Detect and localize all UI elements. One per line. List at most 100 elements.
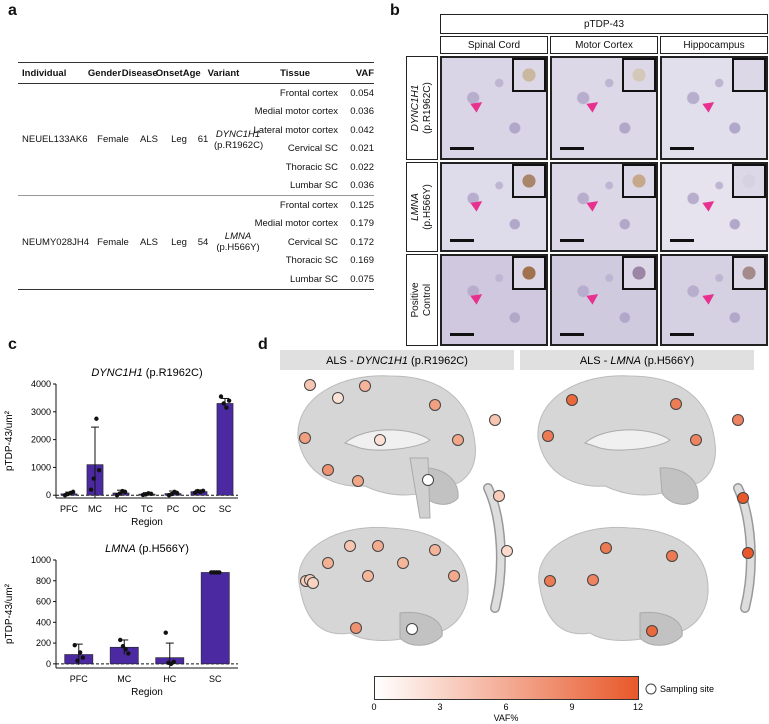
x-tick-label: MC: [88, 504, 102, 514]
cell-age: 61: [197, 134, 209, 145]
data-point: [226, 398, 232, 403]
sampling-site: [646, 625, 658, 637]
colorbar-tick: 9: [569, 702, 574, 712]
table-row: Frontal cortex 0.125: [228, 196, 374, 215]
sampling-site: [732, 414, 744, 426]
table-row: Thoracic SC 0.169: [228, 252, 374, 271]
cell-individual: NEUEL133AK6: [22, 134, 88, 145]
sampling-site: [344, 540, 356, 552]
y-tick-label: 600: [36, 597, 51, 607]
sampling-site: [600, 542, 612, 554]
variant-gene: DYNC1H1: [215, 128, 261, 140]
table-group: NEUMY028JH4 Female ALS Leg 54 LMNA (p.H566Y) Fr…: [18, 195, 374, 289]
arrowhead-icon: ▶: [468, 94, 487, 114]
micrograph-inset: [512, 256, 546, 290]
colorbar-label: VAF%: [494, 713, 519, 723]
arrowhead-icon: ▶: [584, 193, 603, 213]
x-tick-label: SC: [219, 504, 232, 514]
data-point: [77, 650, 83, 655]
x-axis-label: Region: [131, 517, 163, 528]
scale-bar: [450, 333, 474, 336]
cell-vaf: 0.075: [350, 273, 374, 285]
table-row: Medial motor cortex 0.036: [228, 103, 374, 122]
data-point: [126, 651, 131, 656]
panel-label-b: b: [390, 2, 400, 19]
cell-tissue: Thoracic SC: [285, 161, 338, 173]
panel-label-a: a: [8, 2, 17, 19]
col-vaf: VAF: [355, 67, 374, 79]
micrograph: ▶: [440, 56, 548, 160]
sampling-site: [406, 623, 418, 635]
micro-title: pTDP-43: [440, 14, 768, 34]
left-spine-1: [483, 483, 506, 613]
cell-tissue: Frontal cortex: [279, 199, 338, 211]
sampling-site: [422, 474, 434, 486]
micro-row-lmna: LMNA (p.H566Y): [406, 162, 438, 252]
cell-vaf: 0.036: [350, 106, 374, 118]
arrowhead-icon: ▶: [468, 286, 487, 306]
cell-gender: Female: [97, 236, 129, 248]
micrograph-inset: [512, 164, 546, 198]
cell-vaf: 0.022: [350, 161, 374, 173]
sampling-site: [489, 414, 501, 426]
bar: [216, 403, 234, 496]
y-tick-label: 3000: [31, 407, 51, 417]
table-row: Medial motor cortex 0.179: [228, 215, 374, 234]
row-gene-lmna: LMNA: [410, 193, 421, 221]
col-individual: Individual: [22, 67, 67, 79]
scale-bar: [670, 333, 694, 336]
cell-disease: ALS: [140, 134, 158, 145]
data-point: [88, 487, 94, 492]
cell-vaf: 0.036: [350, 180, 374, 192]
sampling-site-legend: Sampling site: [645, 683, 714, 695]
cell-vaf: 0.021: [350, 143, 374, 155]
sampling-site: [397, 557, 409, 569]
data-point: [120, 643, 126, 649]
vaf-colorbar: [374, 676, 639, 700]
chart-title: DYNC1H1 (p.R1962C): [91, 367, 202, 379]
arrowhead-icon: ▶: [700, 94, 719, 114]
table-row: Lateral motor cortex 0.042: [228, 121, 374, 140]
micro-col-motor: Motor Cortex: [550, 36, 658, 54]
cell-tissue: Medial motor cortex: [254, 218, 338, 230]
x-tick-label: PFC: [60, 504, 79, 514]
right-brain-title: ALS - LMNA (p.H566Y): [580, 355, 694, 367]
cell-vaf: 0.042: [350, 124, 374, 136]
cell-variant: DYNC1H1 (p.R1962C): [214, 128, 263, 151]
micrograph: ▶: [550, 162, 658, 252]
micrograph: ▶: [440, 162, 548, 252]
row-gene-dync: DYNC1H1: [410, 84, 421, 132]
row-protein-dync: (p.R1962C): [422, 82, 433, 134]
sampling-site: [362, 570, 374, 582]
micrograph-inset: [622, 58, 656, 92]
cell-disease: ALS: [140, 236, 158, 248]
x-tick-label: TC: [141, 504, 153, 514]
cell-tissue: Cervical SC: [287, 143, 338, 155]
cell-vaf: 0.169: [350, 255, 374, 267]
sampling-site: [374, 434, 386, 446]
col-gender: Gender: [87, 67, 122, 79]
cell-vaf: 0.125: [350, 199, 374, 211]
micrograph-inset: [622, 164, 656, 198]
data-point: [75, 658, 80, 663]
data-point: [174, 490, 180, 496]
data-point: [217, 570, 222, 575]
cell-vaf: 0.054: [350, 87, 374, 99]
data-point: [171, 659, 177, 664]
scale-bar: [560, 239, 584, 242]
variant-protein: (p.H566Y): [216, 242, 260, 254]
x-tick-label: MC: [117, 674, 131, 684]
sampling-site-legend-label: Sampling site: [660, 684, 714, 694]
data-point: [118, 637, 123, 643]
data-point: [221, 401, 226, 406]
micrograph: ▶: [660, 254, 768, 346]
y-tick-label: 2000: [31, 435, 51, 445]
x-tick-label: SC: [209, 674, 222, 684]
arrowhead-icon: ▶: [468, 193, 487, 213]
micrograph-inset: [732, 256, 766, 290]
sampling-site-legend-icon: [645, 683, 657, 695]
sampling-site: [322, 464, 334, 476]
data-point: [148, 491, 154, 497]
sampling-site: [666, 550, 678, 562]
sampling-site: [566, 394, 578, 406]
